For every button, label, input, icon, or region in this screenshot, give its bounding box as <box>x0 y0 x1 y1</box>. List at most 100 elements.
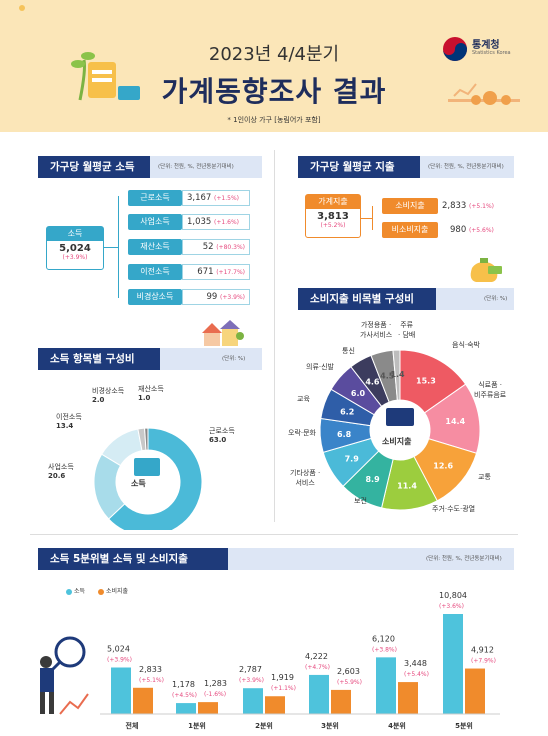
expense-section-title: 가구당 월평균 지출 <box>298 156 420 178</box>
slice-value: 2.0 <box>92 396 105 404</box>
expense-connector <box>361 218 372 219</box>
income-item-change: (+80.3%) <box>216 244 245 251</box>
income-item-label: 비경상소득 <box>128 289 182 305</box>
income-item-property: 재산소득 52 (+80.3%) <box>128 239 250 255</box>
house-decoration-icon <box>202 320 244 346</box>
expense-item-change: (+5.6%) <box>468 227 494 234</box>
consumption-donut-chart: 15.3 14.4 12.6 11.4 8.9 7.9 6.8 6.2 6.0 4.64.51.4 <box>319 349 481 511</box>
bar-value-label: 2,787 <box>239 665 262 674</box>
cons-label-3: 주거·수도·광열 <box>432 505 476 513</box>
income-total-label: 소득 <box>47 227 103 241</box>
income-item-value-box: 1,035 (+1.6%) <box>182 214 250 230</box>
income-label-property: 재산소득 1.0 <box>138 384 164 402</box>
bar-value-label: 5,024 <box>107 644 130 653</box>
income-section-title: 가구당 월평균 소득 <box>38 156 150 178</box>
bar-value-label: 1,283 <box>204 679 227 688</box>
income-total-change: (+3.9%) <box>62 254 88 261</box>
bar-consumption-5 <box>465 668 485 714</box>
expense-item-value-box: 980 (+5.6%) <box>440 222 512 238</box>
income-label-wage: 근로소득 63.0 <box>209 426 235 444</box>
income-item-change: (+1.5%) <box>214 195 239 202</box>
slice-label: 사업소득 <box>48 463 74 471</box>
bar-income-2 <box>243 688 263 714</box>
expense-item-label: 비소비지출 <box>382 222 438 238</box>
consumption-donut-slice-value-5: 7.9 <box>345 454 360 463</box>
income-item-change: (+3.9%) <box>220 294 245 301</box>
money-bag-decoration-icon <box>470 258 502 282</box>
income-item-value: 3,167 <box>187 193 212 203</box>
bar-value-label: 1,919 <box>271 673 294 682</box>
income-item-value-box: 3,167 (+1.5%) <box>182 190 250 206</box>
bar-change-label: (+1.1%) <box>271 685 296 692</box>
slice-value: 1.0 <box>138 394 151 402</box>
cons-label-2: 교통 <box>478 473 491 481</box>
bar-change-label: (+5.9%) <box>337 679 362 686</box>
cons-label-6: 오락·문화 <box>288 429 316 437</box>
income-item-change: (+1.6%) <box>214 219 239 226</box>
legend-consumption: 소비지출 <box>98 586 128 595</box>
bar-change-label: (+3.6%) <box>439 603 464 610</box>
expense-item-value: 2,833 <box>442 201 467 211</box>
income-donut-slice-4 <box>144 427 149 451</box>
expense-item-nonconsumption: 비소비지출 980 (+5.6%) <box>382 222 512 238</box>
header-decoration <box>19 5 520 105</box>
bar-income-4 <box>376 657 396 714</box>
income-item-label: 재산소득 <box>128 239 182 255</box>
legend-income: 소득 <box>66 586 85 595</box>
magnifier-person-illustration-icon <box>40 636 89 715</box>
bar-change-label: (+3.9%) <box>239 677 264 684</box>
bar-change-label: (+4.7%) <box>305 664 330 671</box>
bar-consumption-4 <box>398 682 418 714</box>
income-label-transfer: 이전소득 13.4 <box>56 412 82 430</box>
consumption-donut-slice-value-8: 6.0 <box>351 389 366 398</box>
expense-item-value: 980 <box>450 225 467 235</box>
page-title: 가계동향조사 결과 <box>161 75 387 108</box>
bar-income-5 <box>443 614 463 714</box>
income-item-transfer: 이전소득 671 (+17.7%) <box>128 264 250 280</box>
bar-income-3 <box>309 674 329 714</box>
category-label: 4분위 <box>388 721 406 730</box>
slice-label: 비경상소득 <box>92 387 125 395</box>
income-item-value-box: 99 (+3.9%) <box>182 289 250 305</box>
income-item-label: 사업소득 <box>128 214 182 230</box>
consumption-donut-slice-value-4: 8.9 <box>365 475 380 484</box>
bar-value-label: 6,120 <box>372 634 395 643</box>
category-label: 5분위 <box>455 721 473 730</box>
expense-bracket <box>372 206 373 230</box>
income-pie-unit: (단위: %) <box>222 356 246 362</box>
bar-value-label: 2,833 <box>139 665 162 674</box>
category-label: 3분위 <box>321 721 339 730</box>
legend-income-swatch <box>66 588 72 595</box>
consumption-pie-unit: (단위: %) <box>484 296 508 302</box>
consumption-center-icon <box>386 408 414 426</box>
bar-value-label: 2,603 <box>337 667 360 676</box>
header-subtitle: 2023년 4/4분기 <box>208 44 340 65</box>
consumption-donut-slice-11 <box>392 349 401 401</box>
consumption-pie-title: 소비지출 비목별 구성비 <box>298 288 436 310</box>
slice-label: 이전소득 <box>56 413 82 421</box>
bar-change-label: (+3.9%) <box>107 656 132 663</box>
bar-value-label: 4,222 <box>305 652 328 661</box>
consumption-donut-center-label: 소비지출 <box>382 437 412 446</box>
income-section-unit: (단위: 천원, %, 전년동분기대비) <box>158 164 234 170</box>
bar-value-label: 4,912 <box>471 646 494 655</box>
cons-label-0: 음식·숙박 <box>452 341 480 349</box>
income-item-value: 52 <box>202 242 214 252</box>
category-label: 2분위 <box>255 721 273 730</box>
bar-value-label: 10,804 <box>439 591 467 600</box>
expense-total-value: 3,813 <box>317 211 349 222</box>
expense-item-change: (+5.1%) <box>469 203 494 210</box>
income-item-wage: 근로소득 3,167 (+1.5%) <box>128 190 250 206</box>
slice-label: 재산소득 <box>138 385 164 393</box>
income-item-value-box: 671 (+17.7%) <box>182 264 250 280</box>
header-note: * 1인이상 가구 [농림어가 포함] <box>227 116 321 124</box>
statistics-korea-logo-icon <box>443 37 467 61</box>
income-pie-title: 소득 항목별 구성비 <box>38 348 160 370</box>
consumption-donut-slice-value-2: 12.6 <box>433 462 453 471</box>
expense-section-unit: (단위: 천원, %, 전년동분기대비) <box>428 164 504 170</box>
bar-change-label: (-1.6%) <box>204 691 226 698</box>
consumption-donut-slice-value-9: 4.6 <box>365 377 380 386</box>
income-label-business: 사업소득 20.6 <box>48 462 74 480</box>
bar-change-label: (+7.9%) <box>471 658 496 665</box>
slice-label: 근로소득 <box>209 427 235 435</box>
